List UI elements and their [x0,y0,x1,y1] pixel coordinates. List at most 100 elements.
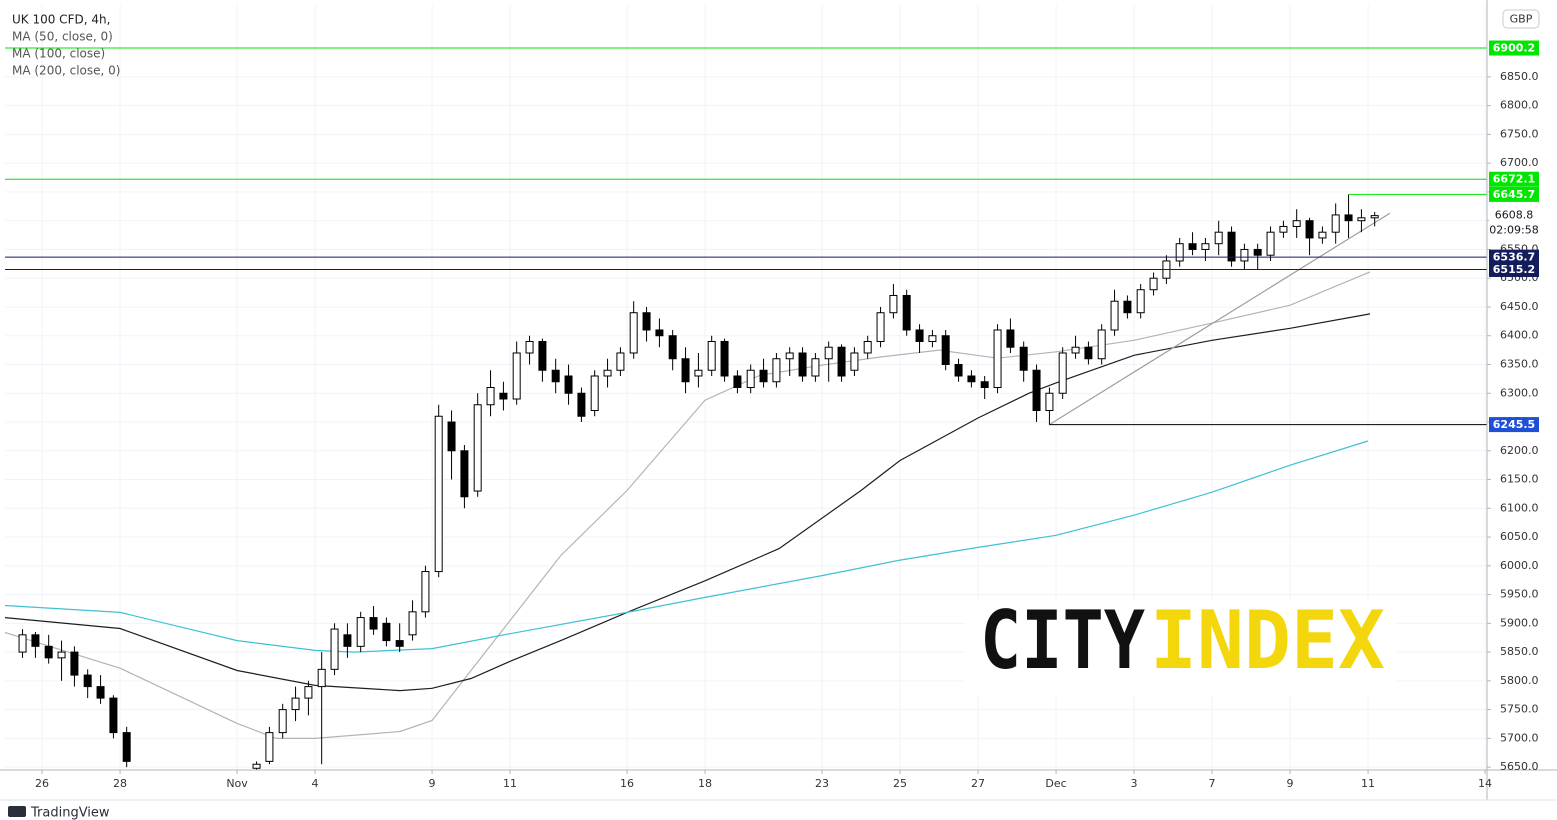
candle-body [941,335,950,365]
candle-body [1266,231,1275,256]
legend-entry: MA (100, close) [12,47,105,61]
candle-body [1201,243,1210,250]
level-label: 6645.7 [1493,188,1535,201]
candle-body [486,387,495,406]
candle-body [954,363,963,377]
candle-body [1019,346,1028,371]
candle-body [902,294,911,331]
level-label-bg [1489,261,1539,277]
candle-body [564,375,573,394]
candle-body [291,697,300,711]
moving-average [5,313,1371,692]
x-tick-label: Dec [1045,777,1066,790]
candle-body [1045,392,1054,412]
candle-body [447,421,456,452]
candle-body [824,346,833,360]
level-label: 6515.2 [1493,263,1535,276]
y-tick-label: 6100.0 [1500,501,1539,514]
candle-body [330,628,339,670]
candle-body [577,392,586,417]
candle-body [109,697,118,734]
candle-body [1279,225,1288,233]
candle-body [1357,217,1366,222]
candle-body [1097,329,1106,360]
y-tick-label: 6800.0 [1500,99,1539,112]
legend-entry: MA (200, close, 0) [12,64,120,78]
candle-body [603,369,612,377]
candle-body [1240,248,1249,262]
candle-body [57,651,66,659]
watermark-city: CITY [980,594,1145,687]
candle-body [1188,243,1197,250]
x-tick-label: 9 [1287,777,1294,790]
y-tick-label: 5900.0 [1500,616,1539,629]
candle-body [512,352,521,400]
candle-body [1292,220,1301,227]
candle-body [1149,277,1158,291]
level-label-bg [1489,171,1539,187]
candle-body [265,732,274,762]
candle-body [655,329,664,337]
candle-body [343,634,352,647]
candle-body [304,686,313,699]
candle-body [1136,289,1145,314]
candle-body [707,340,716,371]
candle-body [70,651,79,676]
candle-body [590,375,599,412]
x-tick-label: 26 [35,777,49,790]
y-tick-label: 6450.0 [1500,300,1539,313]
candle-body [1227,231,1236,262]
candle-body [811,358,820,377]
currency[interactable]: GBP [1510,13,1533,26]
x-tick-label: 25 [893,777,907,790]
candle-body [1175,243,1184,262]
last-price-bg [1489,207,1539,239]
candle-body [252,763,261,769]
level-label: 6672.1 [1493,173,1535,186]
candle-body [759,369,768,383]
candle-body [928,335,937,342]
candle-body [863,340,872,354]
y-tick-label: 5650.0 [1500,760,1539,773]
y-tick-label: 6850.0 [1500,70,1539,83]
candle-body [31,634,40,647]
watermark-bg [965,600,1397,696]
candle-body [1084,346,1093,360]
candle-body [772,358,781,383]
currency-button[interactable] [1502,9,1540,29]
candle-body [642,312,651,331]
candle-body [551,369,560,383]
y-tick-label: 5750.0 [1500,703,1539,716]
y-tick-label: 6350.0 [1500,357,1539,370]
candle-body [83,674,92,688]
candle-body [434,415,443,573]
x-tick-label: 9 [429,777,436,790]
candle-body [798,352,807,377]
candle-body [733,375,742,389]
watermark-index: INDEX [1150,594,1385,687]
level-label-bg [1489,417,1539,433]
candle-body [473,404,482,492]
candle-body [889,294,898,314]
candle-body [382,622,391,642]
x-tick-label: 18 [698,777,712,790]
candle-body [1305,220,1314,239]
candle-body [18,634,27,653]
candle-body [694,369,703,377]
candle-body [421,571,430,613]
y-tick-label: 6150.0 [1500,473,1539,486]
candle-body [993,329,1002,388]
level-label: 6245.5 [1493,418,1535,431]
y-tick-label: 5700.0 [1500,731,1539,744]
candle-body [1006,329,1015,348]
candle-body [499,392,508,400]
x-tick-label: 23 [815,777,829,790]
last-price: 6608.8 [1495,209,1534,222]
candle-body [616,352,625,371]
x-tick-label: 14 [1478,777,1492,790]
candle-body [369,617,378,630]
level-label-bg [1489,40,1539,56]
moving-average [5,271,1371,739]
